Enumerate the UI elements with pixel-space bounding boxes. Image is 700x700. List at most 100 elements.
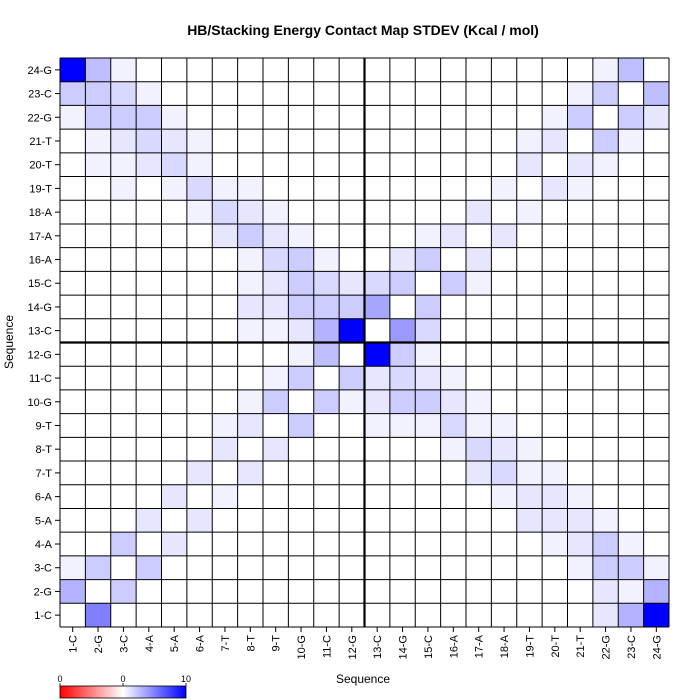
heatmap-cell: [440, 152, 466, 177]
heatmap-cell: [237, 461, 263, 485]
heatmap-cell: [542, 176, 568, 201]
heatmap-cell: [542, 366, 568, 390]
y-tick-label: 3-C: [34, 563, 52, 575]
heatmap-cell: [567, 58, 593, 82]
heatmap-cell: [466, 603, 492, 627]
heatmap-cell: [491, 247, 517, 272]
heatmap-cell: [60, 579, 86, 604]
heatmap-cell: [186, 342, 213, 367]
heatmap-cell: [110, 176, 137, 201]
heatmap-cell: [60, 247, 86, 272]
heatmap-cell: [186, 58, 213, 82]
heatmap-cell: [364, 295, 390, 319]
y-tick-label: 12-G: [28, 349, 52, 361]
chart-title: HB/Stacking Energy Contact Map STDEV (Kc…: [187, 22, 539, 38]
heatmap-cell: [339, 247, 365, 272]
heatmap-cell: [339, 223, 365, 248]
heatmap-cell: [618, 152, 644, 177]
heatmap-cell: [136, 295, 162, 319]
heatmap-cell: [592, 295, 619, 319]
heatmap-cell: [288, 389, 314, 414]
y-tick-label: 14-G: [28, 302, 52, 314]
heatmap-cell: [542, 152, 568, 177]
heatmap-cell: [161, 105, 187, 130]
heatmap-cell: [313, 484, 340, 509]
heatmap-cell: [542, 508, 568, 533]
heatmap-cell: [466, 389, 492, 414]
heatmap-cell: [85, 200, 111, 224]
heatmap-cell: [567, 461, 593, 485]
heatmap-cell: [85, 295, 111, 319]
heatmap-cell: [186, 105, 213, 130]
heatmap-cell: [110, 200, 137, 224]
heatmap-cell: [466, 508, 492, 533]
heatmap-cell: [161, 176, 187, 201]
heatmap-cell: [592, 603, 619, 627]
heatmap-cell: [339, 81, 365, 106]
x-tick-label: 8-T: [245, 635, 257, 652]
heatmap-cell: [567, 318, 593, 343]
heatmap-cell: [85, 247, 111, 272]
heatmap-cell: [364, 389, 390, 414]
heatmap-cell: [339, 295, 365, 319]
heatmap-cell: [288, 105, 314, 130]
heatmap-cell: [466, 555, 492, 580]
y-tick-label: 1-C: [34, 610, 52, 622]
heatmap-cell: [60, 295, 86, 319]
heatmap-cell: [288, 58, 314, 82]
heatmap-cell: [85, 271, 111, 296]
heatmap-cell: [288, 484, 314, 509]
heatmap-cell: [288, 176, 314, 201]
heatmap-cell: [415, 413, 441, 438]
heatmap-cell: [85, 58, 111, 82]
heatmap-cell: [161, 200, 187, 224]
heatmap-cell: [339, 603, 365, 627]
heatmap-cell: [567, 484, 593, 509]
heatmap-cell: [60, 366, 86, 390]
heatmap-cell: [440, 223, 466, 248]
heatmap-cell: [136, 223, 162, 248]
heatmap-cell: [516, 461, 543, 485]
heatmap-cell: [186, 389, 213, 414]
heatmap-cell: [263, 247, 289, 272]
heatmap-cell: [516, 200, 543, 224]
heatmap-cell: [161, 295, 187, 319]
heatmap-cell: [263, 555, 289, 580]
heatmap-cell: [237, 532, 263, 556]
heatmap-cell: [618, 105, 644, 130]
heatmap-cell: [618, 223, 644, 248]
heatmap-cell: [237, 508, 263, 533]
x-tick-label: 13-C: [372, 635, 384, 659]
heatmap-cell: [542, 484, 568, 509]
heatmap-cell: [567, 152, 593, 177]
y-tick-label: 9-T: [36, 420, 53, 432]
heatmap-cell: [643, 295, 669, 319]
heatmap-cell: [466, 200, 492, 224]
heatmap-cell: [643, 555, 669, 580]
heatmap-cell: [389, 152, 416, 177]
heatmap-cell: [186, 437, 213, 462]
heatmap-cell: [110, 484, 137, 509]
heatmap-cell: [592, 105, 619, 130]
heatmap-cell: [110, 223, 137, 248]
heatmap-cell: [212, 461, 238, 485]
heatmap-cell: [161, 603, 187, 627]
heatmap-cell: [110, 58, 137, 82]
heatmap-cell: [237, 555, 263, 580]
heatmap-cell: [415, 105, 441, 130]
heatmap-cell: [542, 200, 568, 224]
heatmap-cell: [364, 413, 390, 438]
heatmap-cell: [643, 58, 669, 82]
heatmap-cell: [440, 295, 466, 319]
heatmap-cell: [263, 579, 289, 604]
heatmap-cell: [288, 200, 314, 224]
heatmap-cell: [237, 579, 263, 604]
heatmap-cell: [567, 413, 593, 438]
heatmap-cell: [516, 389, 543, 414]
heatmap-cell: [313, 105, 340, 130]
heatmap-cell: [618, 58, 644, 82]
heatmap-cell: [110, 389, 137, 414]
heatmap-cell: [186, 603, 213, 627]
heatmap-cell: [313, 81, 340, 106]
heatmap-cell: [313, 247, 340, 272]
